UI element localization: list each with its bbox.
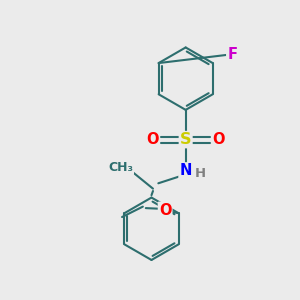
Text: F: F — [227, 47, 237, 62]
Text: H: H — [195, 167, 206, 180]
Text: N: N — [179, 163, 192, 178]
Text: S: S — [180, 132, 191, 147]
Text: O: O — [146, 132, 159, 147]
Text: O: O — [159, 203, 171, 218]
Text: O: O — [213, 132, 225, 147]
Text: CH₃: CH₃ — [108, 161, 134, 174]
